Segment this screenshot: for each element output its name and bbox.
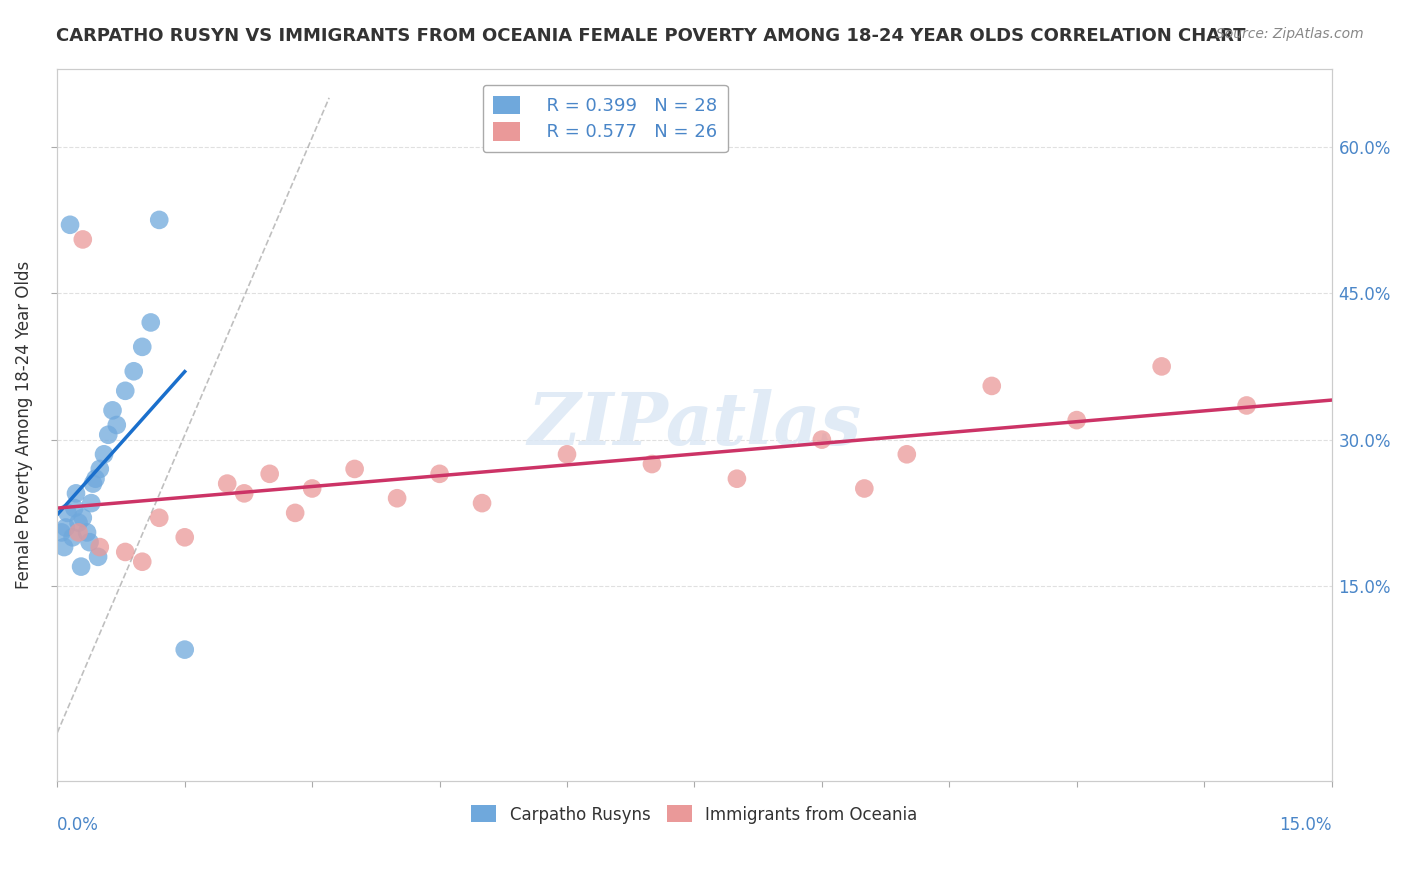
Point xyxy=(82,476,104,491)
Point xyxy=(105,417,128,432)
Point xyxy=(101,403,124,417)
Point xyxy=(641,457,664,471)
Y-axis label: Female Poverty Among 18-24 Year Olds: Female Poverty Among 18-24 Year Olds xyxy=(15,260,32,589)
Point xyxy=(59,218,82,232)
Point xyxy=(114,545,136,559)
Point xyxy=(114,384,136,398)
Point xyxy=(471,496,494,510)
Point xyxy=(65,486,87,500)
Point xyxy=(72,232,94,246)
Legend: Carpatho Rusyns, Immigrants from Oceania: Carpatho Rusyns, Immigrants from Oceania xyxy=(464,798,924,830)
Point xyxy=(63,501,86,516)
Point xyxy=(80,496,103,510)
Point xyxy=(980,379,1002,393)
Point xyxy=(284,506,307,520)
Point xyxy=(148,510,170,524)
Text: 15.0%: 15.0% xyxy=(1279,815,1331,834)
Point xyxy=(385,491,408,506)
Text: 0.0%: 0.0% xyxy=(58,815,100,834)
Point xyxy=(89,540,111,554)
Point xyxy=(89,462,111,476)
Point xyxy=(70,559,93,574)
Point xyxy=(139,315,162,329)
Point xyxy=(1150,359,1173,374)
Point xyxy=(259,467,281,481)
Point xyxy=(148,213,170,227)
Point xyxy=(51,525,73,540)
Point xyxy=(72,510,94,524)
Text: Source: ZipAtlas.com: Source: ZipAtlas.com xyxy=(1216,27,1364,41)
Point xyxy=(233,486,256,500)
Point xyxy=(67,516,90,530)
Point xyxy=(555,447,578,461)
Point xyxy=(84,472,107,486)
Point xyxy=(896,447,918,461)
Point xyxy=(429,467,451,481)
Point xyxy=(53,540,76,554)
Text: CARPATHO RUSYN VS IMMIGRANTS FROM OCEANIA FEMALE POVERTY AMONG 18-24 YEAR OLDS C: CARPATHO RUSYN VS IMMIGRANTS FROM OCEANI… xyxy=(56,27,1246,45)
Point xyxy=(131,340,153,354)
Point xyxy=(173,642,195,657)
Point xyxy=(62,530,84,544)
Point xyxy=(131,555,153,569)
Point xyxy=(217,476,239,491)
Point xyxy=(301,482,323,496)
Point xyxy=(55,520,77,534)
Point xyxy=(97,427,120,442)
Point xyxy=(76,525,98,540)
Point xyxy=(173,530,195,544)
Point xyxy=(343,462,366,476)
Text: ZIPatlas: ZIPatlas xyxy=(527,390,862,460)
Point xyxy=(811,433,834,447)
Point xyxy=(56,506,79,520)
Point xyxy=(87,549,110,564)
Point xyxy=(853,482,876,496)
Point xyxy=(67,525,90,540)
Point xyxy=(79,535,101,549)
Point xyxy=(122,364,145,378)
Point xyxy=(1236,399,1258,413)
Point xyxy=(1066,413,1088,427)
Point xyxy=(725,472,748,486)
Point xyxy=(93,447,115,461)
